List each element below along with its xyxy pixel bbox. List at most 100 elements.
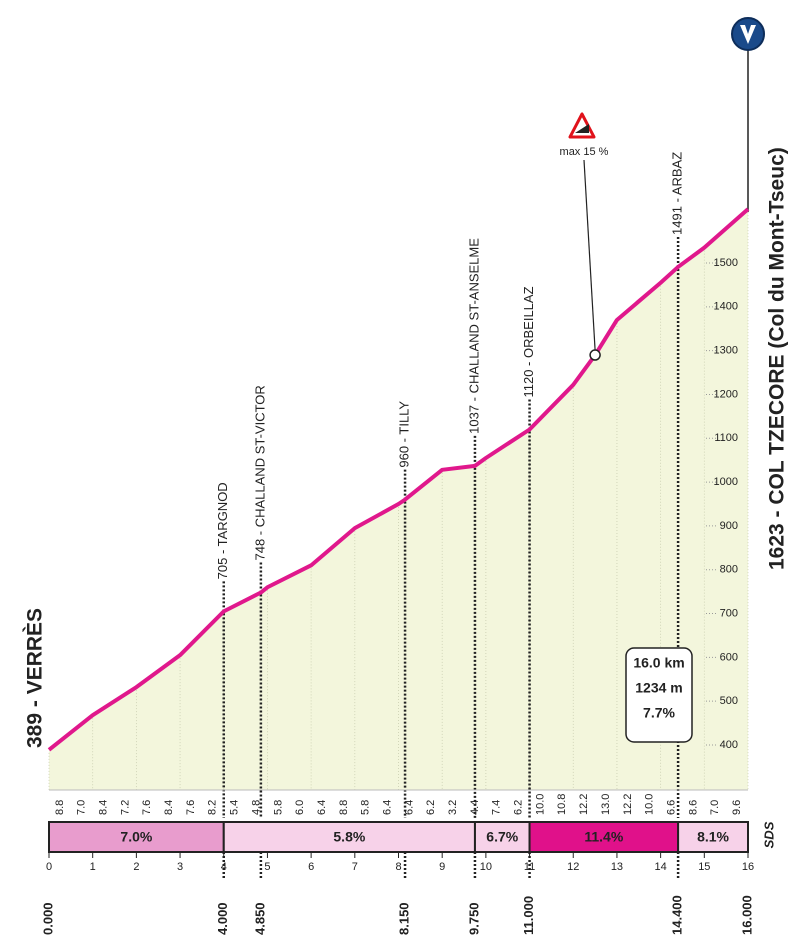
km-gradient: 9.6 [731,800,743,815]
summary-gradient: 7.7% [643,705,675,721]
km-gradient: 3.2 [447,800,459,815]
finish-glyph [740,25,756,44]
start-label: 389 - VERRÈS [24,608,47,748]
x-tick-label: 3 [177,861,183,873]
km-gradient: 13.0 [600,794,612,815]
y-tick-label: 700 [720,607,738,619]
y-tick-label: 600 [720,651,738,663]
gradient-label: 11.4% [584,829,623,845]
warning-slope [575,124,589,133]
x-tick-label: 9 [439,861,445,873]
km-gradient: 5.8 [360,800,372,815]
km-gradient: 8.4 [98,800,110,815]
km-gradient: 8.2 [207,800,219,815]
km-gradient: 6.6 [665,800,677,815]
km-marker-label: 14.400 [670,895,685,935]
km-gradient: 6.4 [381,800,393,815]
x-tick-label: 6 [308,861,314,873]
km-marker-label: 9.750 [466,902,481,935]
warning-triangle [568,112,596,139]
gradient-label: 7.0% [120,829,152,845]
km-gradient: 12.2 [578,794,590,815]
km-marker-label: 11.000 [521,896,536,935]
y-tick-label: 900 [720,520,738,532]
km-gradient: 10.8 [556,794,568,815]
km-marker-label: 8.150 [396,902,411,935]
y-tick-label: 1100 [714,432,738,444]
y-tick-label: 1200 [714,388,738,400]
summary-box [625,647,693,743]
plot: 4005006007008009001000110012001300140015… [24,147,789,935]
km-gradient: 7.4 [491,800,503,815]
km-gradient: 7.6 [141,800,153,815]
max-pointer [583,159,596,351]
y-tick-label: 500 [720,695,738,707]
finish-icon [731,17,765,212]
finish-label: 1623 - COL TZECORE (Col du Mont-Tseuc) [766,147,789,570]
gradient-label: 5.8% [333,829,365,845]
profile-line [47,207,750,752]
max-point [589,349,601,361]
finish-km-label: 16.000 [739,895,754,935]
x-tick-label: 10 [480,861,492,873]
x-tick-label: 5 [264,861,270,873]
km-gradient: 10.0 [534,794,546,815]
km-gradient: 6.4 [316,800,328,815]
gradient-segment [48,821,225,853]
km-gradient: 5.8 [272,800,284,815]
gradient-segment [473,821,531,853]
km-gradient: 7.0 [709,800,721,815]
logo: SDS [761,821,776,848]
x-tick-label: 12 [567,861,579,873]
max-icon [568,112,596,139]
km-gradient: 8.4 [163,800,175,815]
km-gradient: 10.0 [644,794,656,815]
km-marker-label: 4.000 [215,902,230,935]
waypoint-label: 1120 - ORBEILLAZ [521,286,536,397]
x-tick-label: 8 [395,861,401,873]
y-tick-label: 1500 [714,257,738,269]
gradient-label: 6.7% [486,829,518,845]
y-tick-label: 1400 [714,301,738,313]
km-gradient: 7.0 [76,800,88,815]
x-tick-label: 7 [352,861,358,873]
gradient-label: 8.1% [697,829,729,845]
x-tick-label: 2 [133,861,139,873]
waypoint-label: 1491 - ARBAZ [670,152,685,235]
waypoint-label: 705 - TARGNOD [215,482,230,579]
km-gradient: 7.6 [185,800,197,815]
x-tick-label: 14 [655,861,667,873]
km-gradient: 4.8 [250,800,262,815]
x-tick-label: 13 [611,861,623,873]
max-gradient-label: max 15 % [560,146,609,158]
km-gradient: 6.2 [425,800,437,815]
gradient-segment [528,821,680,853]
summary-distance: 16.0 km [633,655,684,671]
waypoint-label: 1037 - CHALLAND ST-ANSELME [466,238,481,434]
summary-climb: 1234 m [635,680,682,696]
km-gradient: 6.0 [294,800,306,815]
x-tick-label: 16 [742,861,754,873]
x-tick-label: 4 [221,861,227,873]
gradient-segment [222,821,476,853]
km-gradient: 6.2 [513,800,525,815]
x-tick-label: 0 [46,861,52,873]
y-tick-label: 800 [720,564,738,576]
km-marker-label: 4.850 [252,902,267,935]
y-tick-label: 1300 [714,345,738,357]
km-gradient: 4.4 [469,800,481,815]
waypoint-label: 960 - TILLY [396,401,411,468]
gradient-segment [677,821,749,853]
km-gradient: 8.8 [338,800,350,815]
x-tick-label: 15 [698,861,710,873]
km-gradient: 5.4 [229,800,241,815]
y-tick-label: 400 [720,739,738,751]
y-tick-label: 1000 [714,476,738,488]
waypoint-label: 748 - CHALLAND ST-VICTOR [252,385,267,560]
km-gradient: 8.6 [687,800,699,815]
x-tick-label: 11 [524,861,535,873]
km-gradient: 8.8 [54,800,66,815]
start-km-label: 0.000 [40,902,55,935]
x-tick-label: 1 [90,861,96,873]
